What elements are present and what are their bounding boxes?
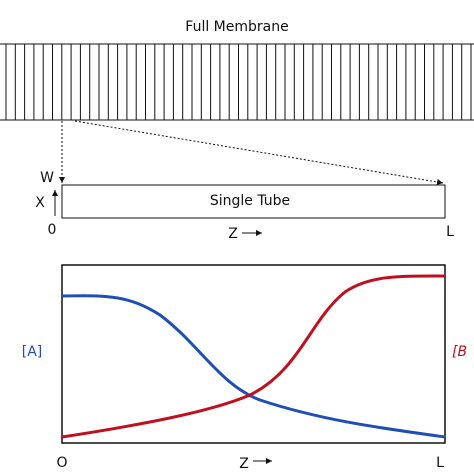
b-label: [B [452,344,467,360]
curve-b [61,274,446,439]
curve-a [61,294,446,439]
tube-z-label: Z [228,226,238,242]
tube-label: Single Tube [210,193,290,209]
tube-end: L [446,224,454,240]
plot-end: L [436,455,444,471]
zoom-arrow [74,120,444,185]
tube-origin: 0 [48,222,57,238]
plot-origin: O [56,455,67,471]
w-label: W [40,170,54,186]
membrane [0,43,474,121]
plot-frame [61,264,446,444]
single-tube [61,184,446,219]
membrane-title: Full Membrane [185,19,288,35]
a-label: [A] [22,344,43,360]
x-label: X [35,195,45,211]
plot-z-label: Z [239,456,249,472]
